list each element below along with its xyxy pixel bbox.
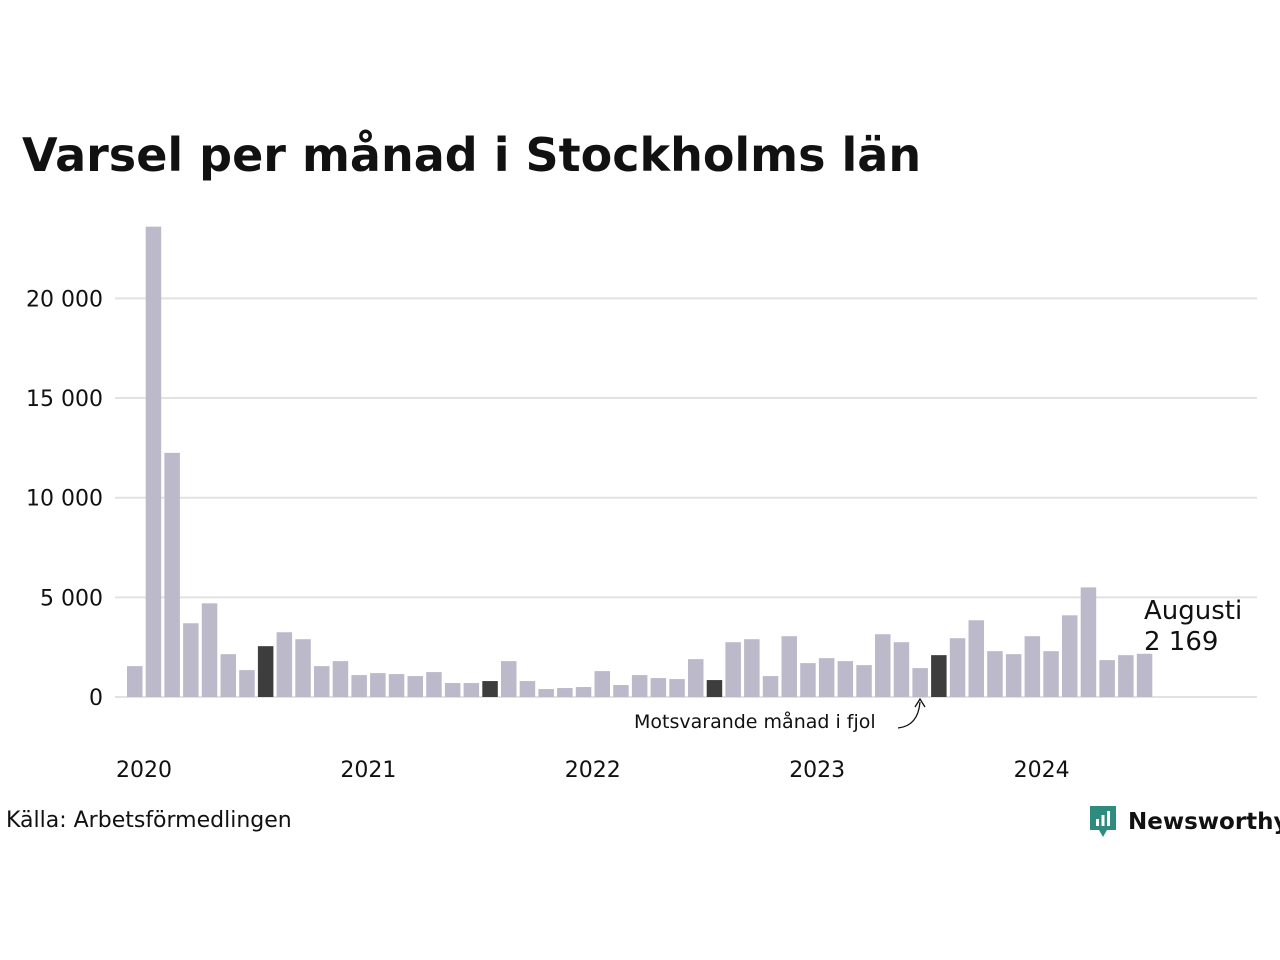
bar-2024-06	[1118, 655, 1134, 697]
bar-2020-12	[332, 661, 349, 697]
bar-2022-05	[650, 678, 667, 697]
bar-2022-03	[613, 685, 629, 697]
x-tick-label: 2021	[340, 758, 396, 783]
bar-2022-07	[688, 659, 704, 697]
bar-2024-01	[1024, 636, 1041, 697]
bar-2020-04	[183, 623, 199, 697]
y-tick-label: 0	[89, 686, 103, 711]
bar-2020-08	[257, 646, 274, 697]
bar-2020-11	[314, 666, 330, 697]
bar-2022-08	[706, 680, 723, 697]
bar-2020-09	[276, 632, 293, 697]
bar-2022-10	[744, 639, 760, 697]
bar-2021-08	[482, 681, 498, 697]
bar-2023-03	[837, 661, 854, 697]
bar-2022-09	[725, 642, 741, 697]
bar-2021-07	[463, 683, 480, 697]
bar-2020-06	[220, 654, 236, 697]
bar-2023-08	[931, 655, 947, 697]
bar-2023-04	[856, 665, 872, 697]
bar-2022-04	[631, 675, 648, 697]
bar-2021-03	[388, 674, 405, 697]
annotation-arrow	[897, 701, 921, 729]
annotations: Motsvarande månad i fjol Augusti 2 169	[634, 596, 1242, 733]
source-note: Källa: Arbetsförmedlingen	[6, 808, 292, 833]
bar-2022-12	[781, 636, 797, 697]
bar-2023-02	[818, 658, 835, 697]
x-tick-label: 2023	[789, 758, 845, 783]
brand-name: Newsworthy	[1128, 809, 1280, 835]
x-tick-label: 2024	[1014, 758, 1070, 783]
bar-2021-06	[444, 683, 461, 697]
brand[interactable]: Newsworthy	[1088, 804, 1280, 840]
current-month-label: Augusti	[1144, 596, 1242, 626]
bar-2024-07	[1136, 653, 1153, 697]
x-axis-labels: 2020 2021 2022 2023 2024	[116, 758, 1070, 783]
same-month-annotation: Motsvarande månad i fjol	[634, 710, 876, 733]
bar-2023-11	[987, 651, 1003, 697]
bar-2023-09	[949, 638, 966, 697]
bar-2022-02	[594, 671, 610, 697]
bar-2023-06	[893, 642, 910, 697]
bar-2023-12	[1005, 654, 1022, 697]
chart-title: Varsel per månad i Stockholms län	[22, 128, 922, 182]
bar-2021-11	[538, 689, 554, 697]
bar-2021-02	[370, 673, 386, 697]
bar-2021-12	[557, 688, 573, 697]
bar-2020-05	[201, 603, 218, 697]
y-tick-label: 5 000	[40, 586, 103, 611]
bar-2022-06	[669, 679, 685, 697]
bar-2021-04	[407, 676, 423, 697]
bar-2024-04	[1080, 587, 1097, 697]
bar-2024-03	[1062, 615, 1078, 697]
current-value-label: 2 169	[1144, 627, 1218, 657]
newsworthy-logo-icon	[1090, 806, 1116, 837]
bar-2022-11	[762, 676, 779, 697]
bar-2021-09	[501, 661, 517, 697]
bar-2024-02	[1043, 651, 1059, 697]
bar-2023-10	[968, 620, 984, 697]
bar-2023-07	[912, 668, 928, 697]
bar-2023-05	[875, 634, 891, 697]
y-axis-labels: 0 5 000 10 000 15 000 20 000	[26, 287, 103, 711]
bar-2020-02	[145, 226, 162, 698]
bars	[127, 226, 1153, 698]
y-tick-label: 10 000	[26, 487, 103, 512]
y-tick-label: 15 000	[26, 387, 103, 412]
bar-2020-10	[295, 639, 311, 697]
bar-2020-03	[164, 452, 180, 697]
annotation-arrowhead	[914, 697, 926, 708]
bar-2020-07	[239, 670, 255, 697]
x-tick-label: 2020	[116, 758, 172, 783]
bar-2024-05	[1099, 660, 1115, 697]
bar-2020-01	[127, 666, 143, 697]
x-tick-label: 2022	[565, 758, 621, 783]
bar-2022-01	[575, 687, 592, 697]
bar-2021-10	[519, 681, 536, 697]
bar-2023-01	[800, 663, 816, 697]
bar-2021-01	[351, 675, 367, 697]
bar-2021-05	[426, 672, 442, 697]
y-tick-label: 20 000	[26, 287, 103, 312]
